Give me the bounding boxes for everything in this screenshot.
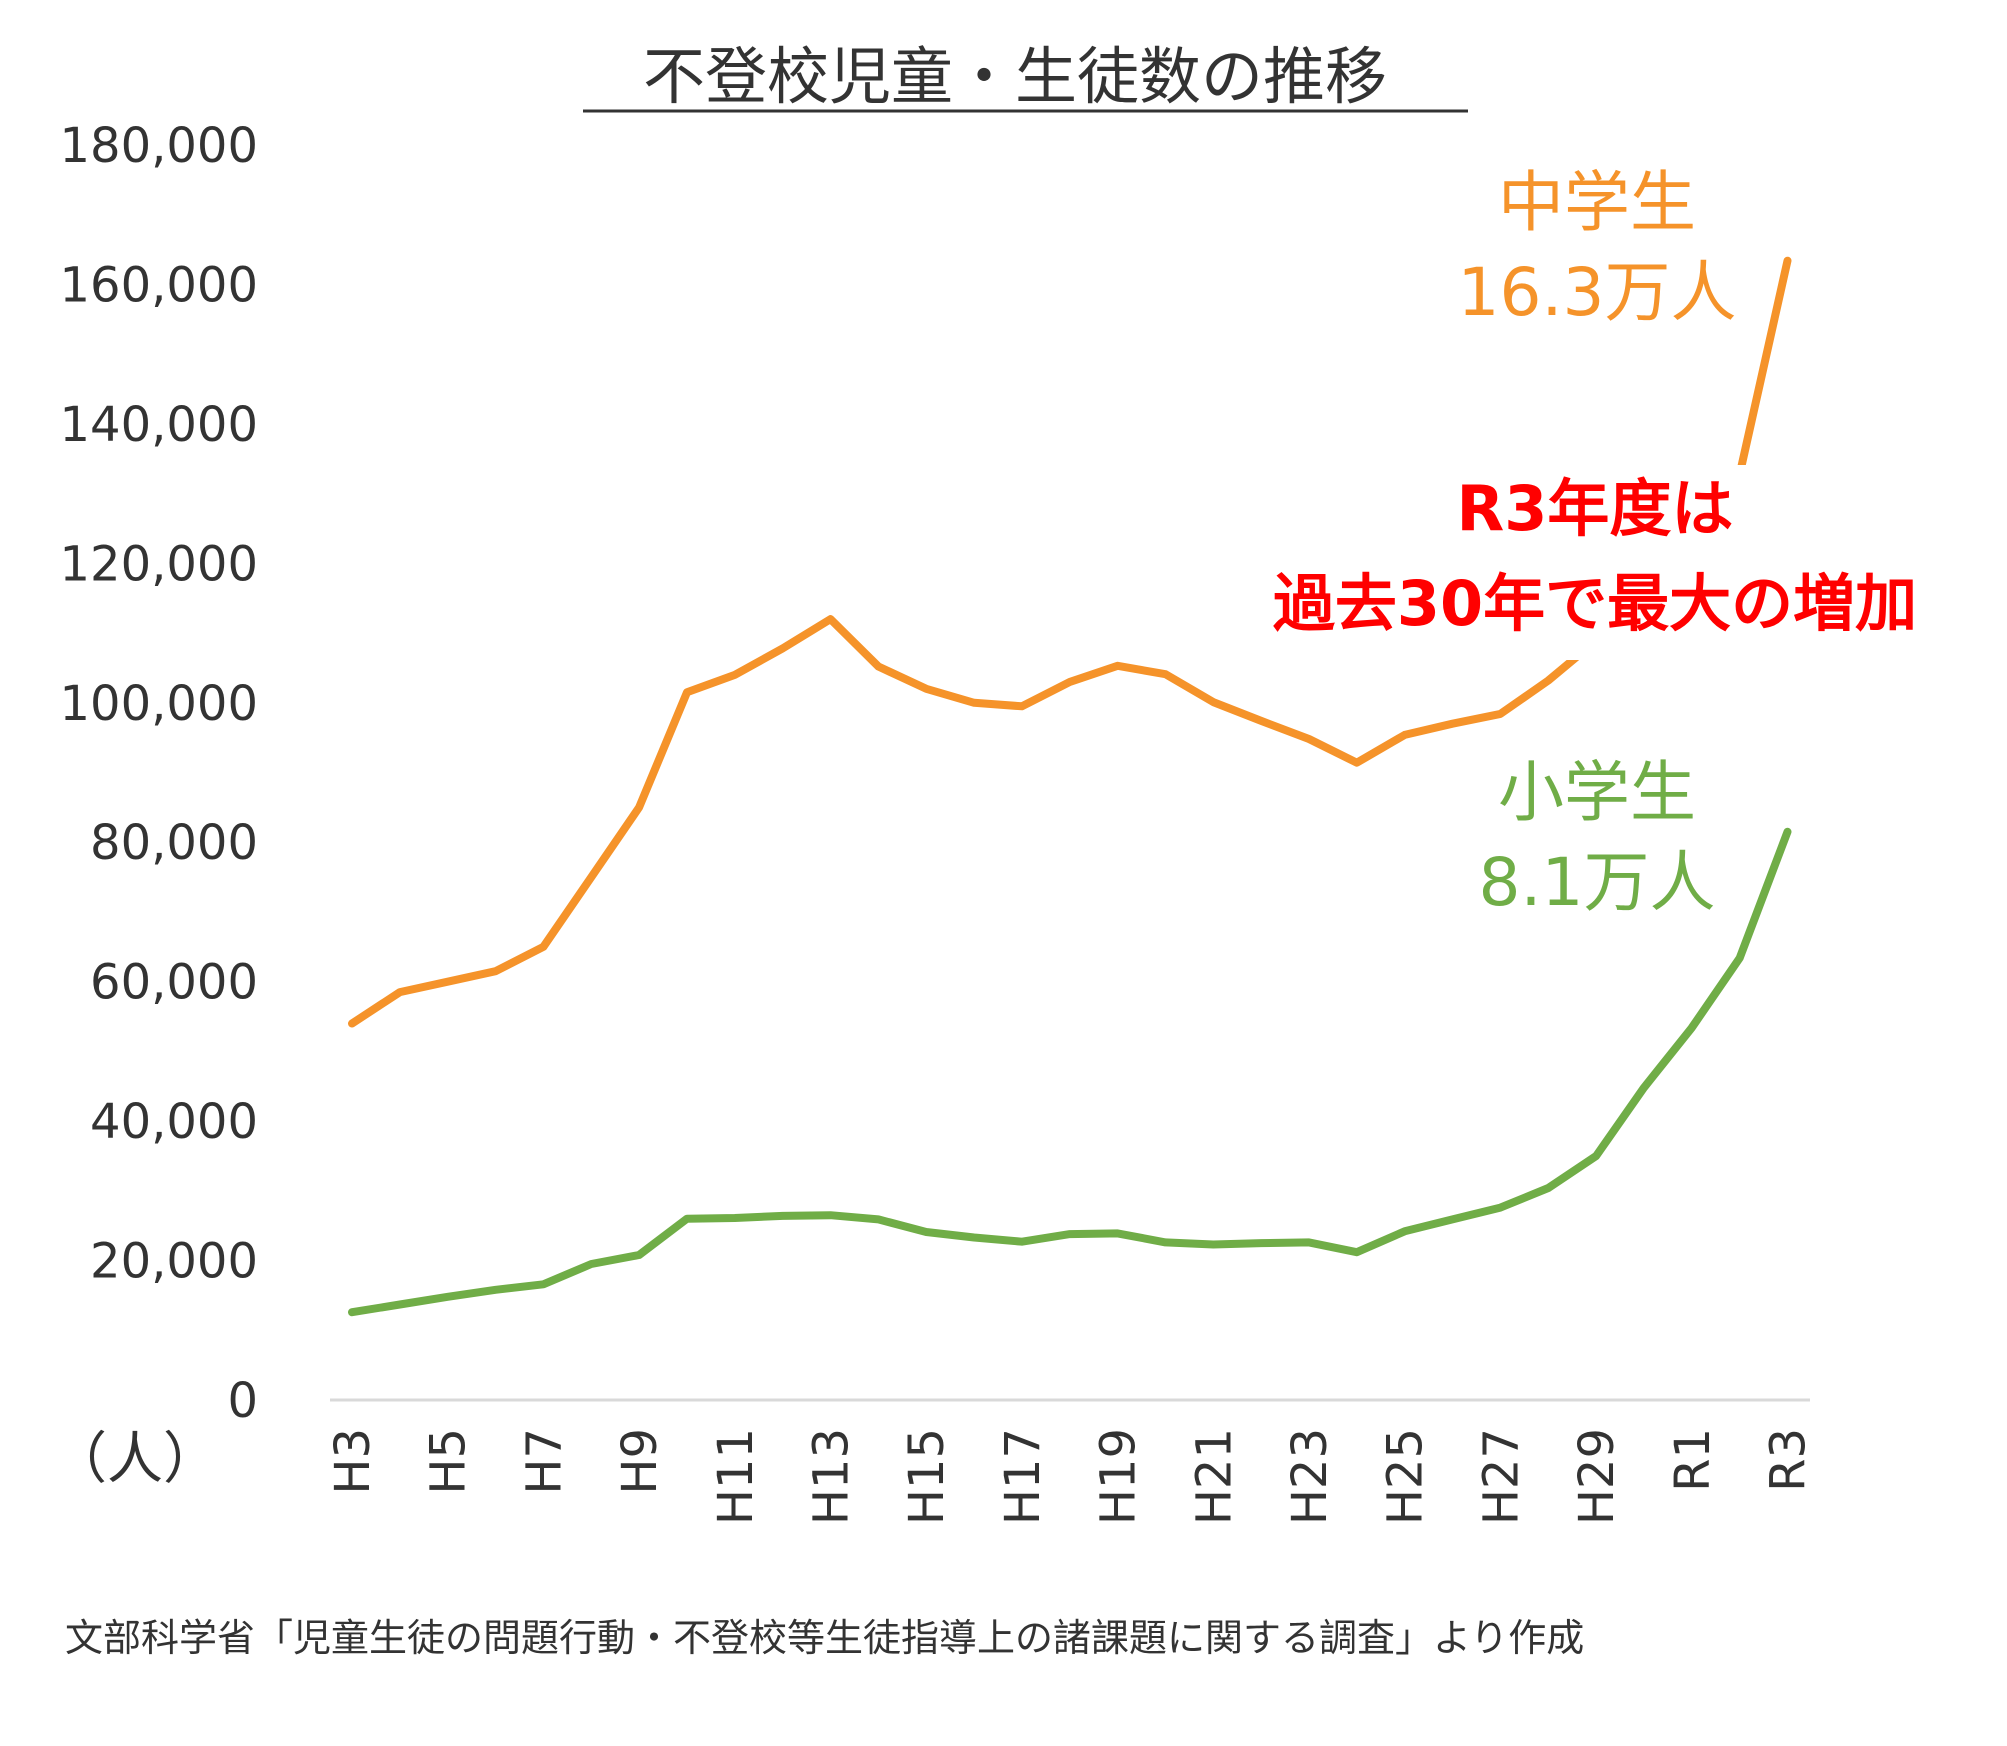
x-tick-label: H17 xyxy=(995,1428,1051,1525)
source-note: 文部科学省「児童生徒の問題行動・不登校等生徒指導上の諸課題に関する調査」より作成 xyxy=(65,1616,1584,1660)
x-tick-label: H19 xyxy=(1091,1428,1147,1525)
x-tick-label: H7 xyxy=(516,1428,572,1495)
y-tick-label: 180,000 xyxy=(60,118,259,174)
series-lines xyxy=(348,256,1792,1317)
x-tick-label: H5 xyxy=(421,1428,477,1495)
y-tick-label: 120,000 xyxy=(60,536,259,592)
x-tick-label: H11 xyxy=(708,1428,764,1525)
x-tick-label: H27 xyxy=(1473,1428,1529,1525)
annotation-line-1: R3年度は xyxy=(1457,472,1734,545)
y-tick-label: 60,000 xyxy=(90,955,258,1011)
x-tick-label: H23 xyxy=(1282,1428,1338,1525)
x-tick-label: R3 xyxy=(1761,1428,1817,1492)
chart-title: 不登校児童・生徒数の推移 xyxy=(643,40,1387,113)
x-tick-label: H21 xyxy=(1186,1428,1242,1525)
annotation-background xyxy=(1215,465,1975,660)
x-tick-label: H29 xyxy=(1569,1428,1625,1525)
y-axis-unit-label: （人） xyxy=(51,1427,219,1492)
y-tick-label: 0 xyxy=(227,1373,258,1429)
series-line-elementary xyxy=(348,827,1792,1317)
x-tick-label: R1 xyxy=(1665,1428,1721,1492)
x-tick-label: H25 xyxy=(1378,1428,1434,1525)
y-tick-label: 140,000 xyxy=(60,397,259,453)
x-tick-label: H3 xyxy=(325,1428,381,1495)
x-tick-label: H9 xyxy=(612,1428,668,1495)
y-tick-label: 100,000 xyxy=(60,676,259,732)
y-axis: 0 20,000 40,000 60,000 80,000 100,000 120,000 1… xyxy=(60,118,259,1429)
series-value-junior-high: 16.3万人 xyxy=(1458,254,1737,331)
y-tick-label: 160,000 xyxy=(60,257,259,313)
series-value-elementary: 8.1万人 xyxy=(1479,844,1716,921)
series-label-junior-high: 中学生 xyxy=(1498,164,1696,241)
x-tick-label: H15 xyxy=(899,1428,955,1525)
series-label-elementary: 小学生 xyxy=(1498,754,1696,831)
y-tick-label: 20,000 xyxy=(90,1234,258,1290)
y-tick-label: 40,000 xyxy=(90,1094,258,1150)
series-line-junior-high xyxy=(348,256,1792,1028)
annotation-line-2: 過去30年で最大の増加 xyxy=(1273,567,1917,640)
x-axis: H3 H5 H7 H9 H11 H13 H15 H17 H19 H21 H23 H25 H27 H29 R1… xyxy=(325,1428,1817,1525)
x-tick-label: H13 xyxy=(804,1428,860,1525)
y-tick-label: 80,000 xyxy=(90,815,258,871)
